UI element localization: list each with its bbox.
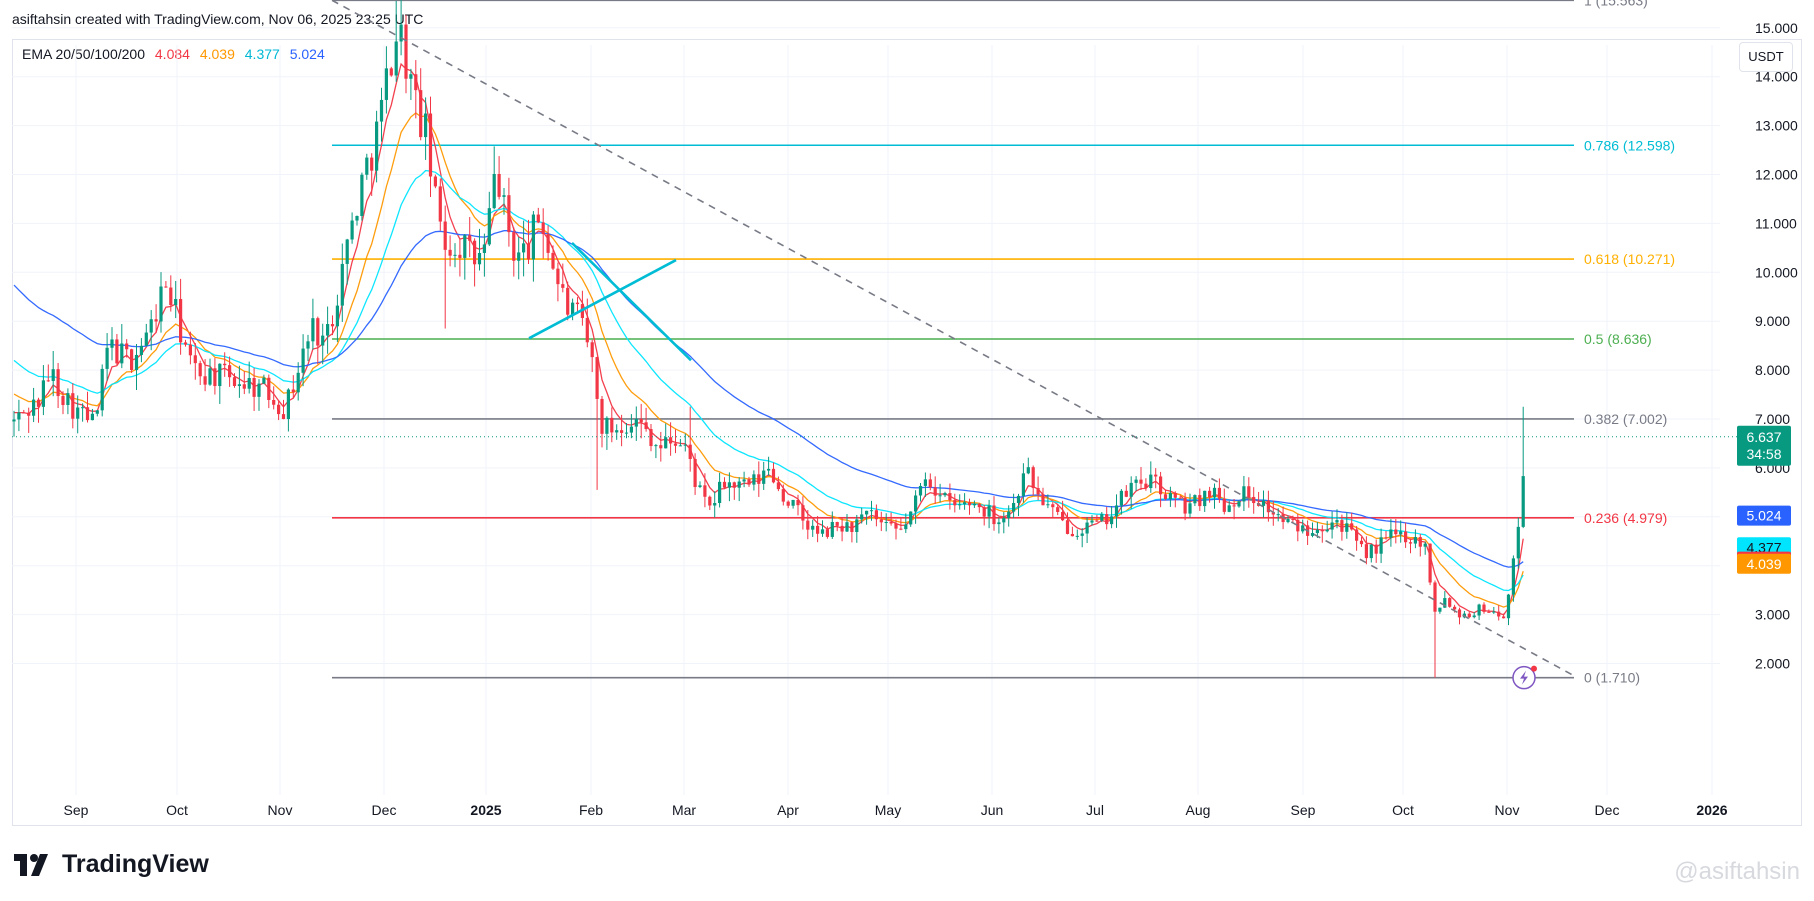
indicator-legend[interactable]: EMA 20/50/100/200 4.084 4.039 4.377 5.02… xyxy=(22,46,331,62)
author-watermark: @asiftahsin xyxy=(1674,858,1800,885)
ema20-value: 4.084 xyxy=(154,46,190,62)
tradingview-logo-icon xyxy=(14,853,48,876)
ema100-value: 4.377 xyxy=(244,46,280,62)
chart-attribution: asiftahsin created with TradingView.com,… xyxy=(12,11,424,27)
currency-selector[interactable]: USDT xyxy=(1739,42,1793,72)
ema50-value: 4.039 xyxy=(199,46,235,62)
fib-level-label: 1 (15.563) xyxy=(1584,0,1648,8)
brand[interactable]: TradingView xyxy=(14,850,209,879)
brand-name: TradingView xyxy=(62,850,209,878)
y-tick-label: 15.000 xyxy=(1755,20,1798,36)
indicator-name: EMA 20/50/100/200 xyxy=(22,46,145,62)
ema200-value: 5.024 xyxy=(289,46,325,62)
chart-panel[interactable] xyxy=(12,39,1802,826)
